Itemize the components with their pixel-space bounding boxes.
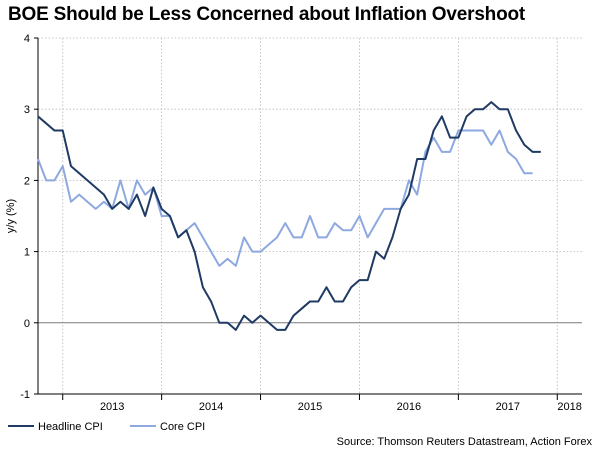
y-tick-labels: 4 3 2 1 0 -1 — [20, 33, 30, 401]
legend-label: Headline CPI — [38, 421, 103, 433]
y-tick-label: -1 — [20, 389, 30, 401]
legend-label: Core CPI — [160, 421, 205, 433]
y-tick-label: 3 — [24, 104, 30, 116]
legend: Headline CPI Core CPI — [8, 421, 205, 433]
series-line-headline-cpi — [37, 101, 541, 331]
source-note: Source: Thomson Reuters Datastream, Acti… — [337, 436, 593, 448]
x-tick-label: 2015 — [298, 401, 322, 413]
series-group — [37, 101, 541, 331]
y-tick-label: 4 — [24, 33, 30, 45]
chart-title: BOE Should be Less Concerned about Infla… — [8, 4, 526, 25]
y-tick-label: 1 — [24, 247, 30, 259]
x-tick-label: 2013 — [100, 401, 124, 413]
y-axis-label: y/y (%) — [5, 199, 17, 233]
x-tick-labels: 2013 2014 2015 2016 2017 2018 — [100, 401, 582, 413]
x-tick-label: 2014 — [199, 401, 223, 413]
x-tick-label: 2016 — [397, 401, 421, 413]
y-tick-label: 0 — [24, 318, 30, 330]
x-tick-label: 2017 — [496, 401, 520, 413]
x-tick-label: 2018 — [557, 401, 581, 413]
series-line-core-cpi — [37, 129, 533, 267]
axes — [34, 37, 582, 400]
y-tick-label: 2 — [24, 175, 30, 187]
